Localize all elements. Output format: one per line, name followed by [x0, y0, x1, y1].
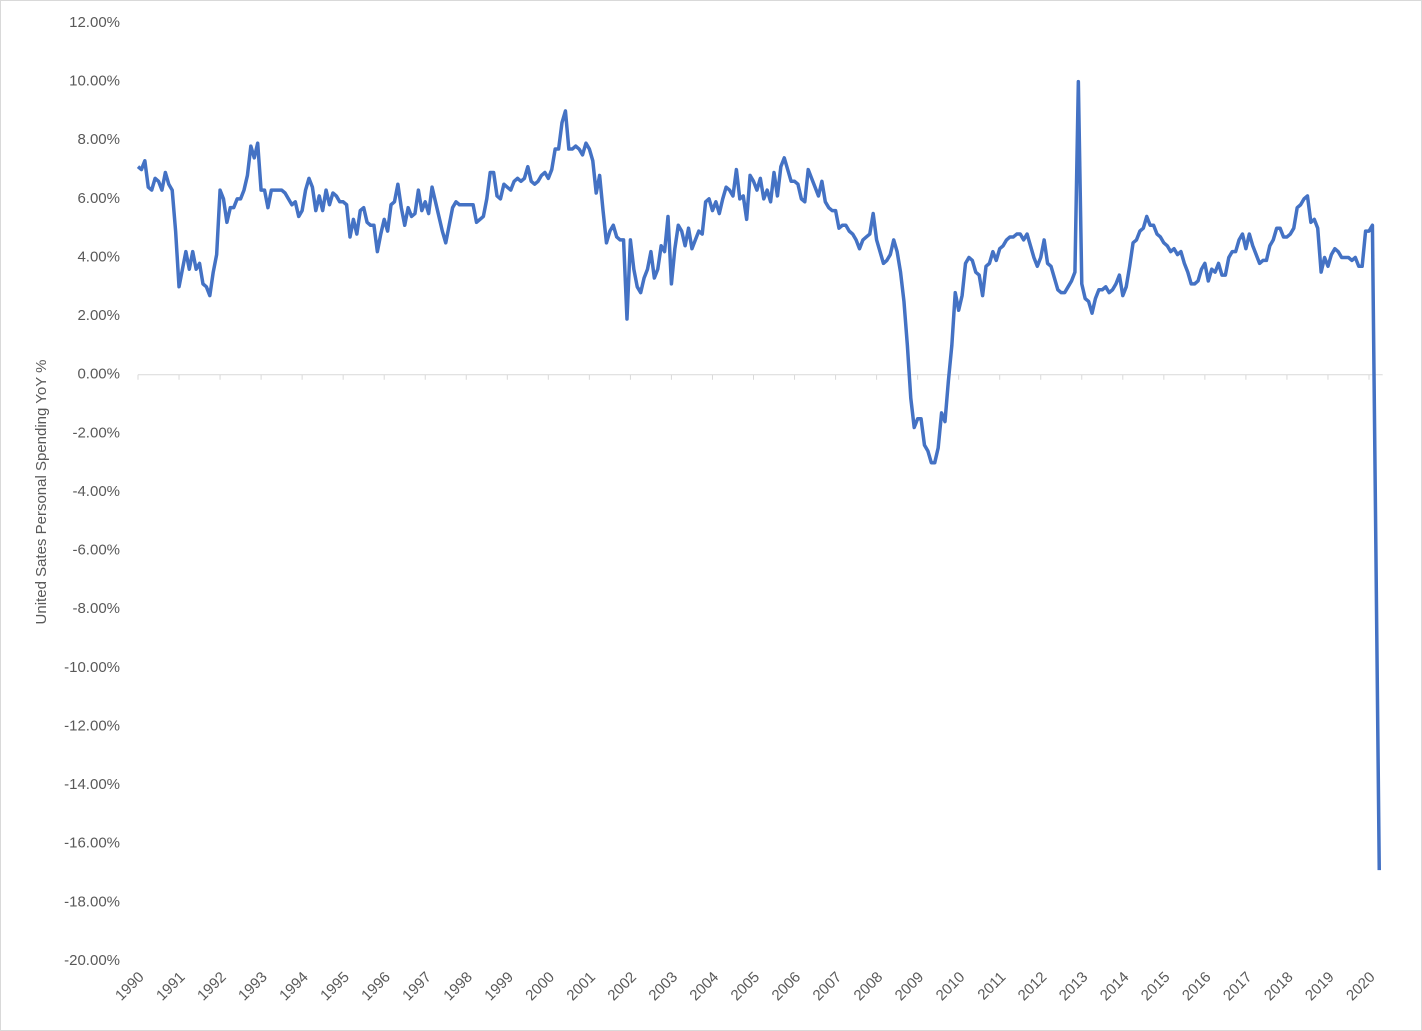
y-tick-label: -4.00% [72, 483, 120, 500]
y-tick-label: -12.00% [64, 717, 120, 734]
y-tick-label: 10.00% [69, 73, 120, 90]
data-line [136, 79, 1382, 871]
y-tick-label: -8.00% [72, 600, 120, 617]
y-tick-label: -18.00% [64, 893, 120, 910]
y-tick-label: 8.00% [77, 131, 120, 148]
y-tick-label: -14.00% [64, 776, 120, 793]
y-tick-label: -10.00% [64, 659, 120, 676]
y-tick-label: -20.00% [64, 952, 120, 969]
y-tick-label: 6.00% [77, 190, 120, 207]
y-tick-label: 0.00% [77, 366, 120, 383]
y-tick-label: -16.00% [64, 835, 120, 852]
y-tick-label: 4.00% [77, 248, 120, 265]
y-axis-label: United Sates Personal Spending YoY % [33, 360, 50, 625]
y-tick-label: -2.00% [72, 424, 120, 441]
y-tick-label: 12.00% [69, 14, 120, 31]
y-tick-label: -6.00% [72, 542, 120, 559]
y-tick-label: 2.00% [77, 307, 120, 324]
